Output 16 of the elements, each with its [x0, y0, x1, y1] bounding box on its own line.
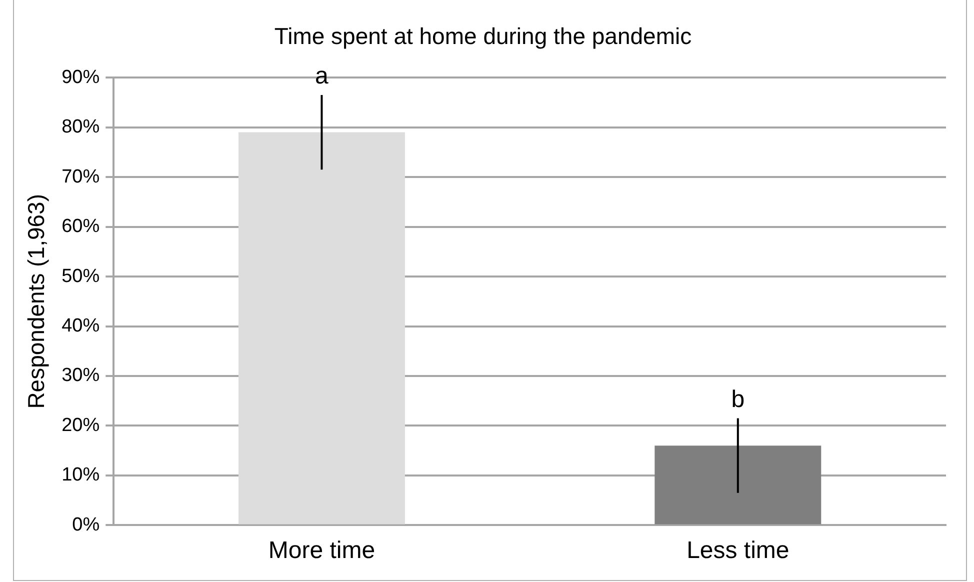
x-tick-label: Less time	[686, 537, 790, 564]
y-tick-label: 30%	[62, 365, 100, 386]
y-tick-label: 50%	[62, 266, 100, 287]
y-tick-label: 20%	[62, 414, 100, 436]
chart-title: Time spent at home during the pandemic	[274, 23, 692, 50]
annotation: b	[731, 386, 745, 413]
y-tick-label: 0%	[72, 514, 100, 536]
y-tick-label: 10%	[62, 464, 100, 486]
y-tick-label: 90%	[62, 66, 100, 88]
y-axis-title: Respondents (1,963)	[23, 194, 50, 409]
annotation: a	[315, 62, 330, 90]
y-tick-label: 70%	[62, 166, 100, 188]
y-tick-label: 80%	[62, 116, 100, 138]
y-tick-label: 40%	[62, 316, 100, 336]
y-tick-label: 60%	[62, 216, 100, 238]
x-tick-label: More time	[268, 537, 376, 564]
